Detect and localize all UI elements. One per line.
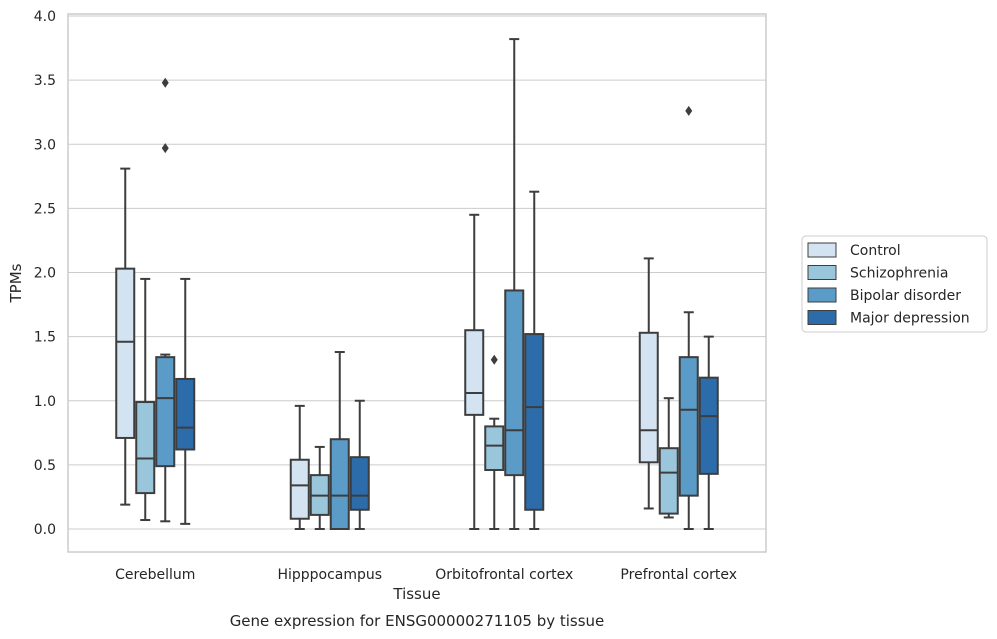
box-major-depression [524,190,545,530]
x-tick-label: Prefrontal cortex [620,567,737,583]
box-body [115,267,136,439]
legend-swatch [807,310,837,325]
box-body [349,456,370,511]
box-body [175,377,196,451]
box-body [155,356,176,468]
box-body [524,333,545,511]
chart-caption: Gene expression for ENSG00000271105 by t… [230,612,605,630]
box-control [464,213,485,530]
y-tick-label: 3.0 [34,137,56,153]
x-tick-labels: Cerebellum Hipppocampus Orbitofrontal cort… [115,567,737,583]
box-bipolar-disorder [678,105,699,530]
plot-area-frame [67,13,767,553]
box-schizophrenia [658,397,679,519]
y-axis-label: TPMs [7,263,25,303]
x-tick-label: Hipppocampus [277,567,382,583]
box-control [638,257,659,510]
y-tick-label: 1.0 [34,394,56,410]
x-tick-label: Cerebellum [115,567,195,583]
box-body [329,438,350,531]
legend-label: Major depression [850,311,970,327]
box-body [464,329,485,416]
legend: Control Schizophrenia Bipolar disorder Majo… [801,235,988,333]
y-tick-label: 0.5 [34,458,56,474]
legend-swatch [807,265,837,280]
box-bipolar-disorder [329,351,350,531]
y-tick-label: 0.0 [34,522,56,538]
box-body [658,447,679,515]
y-tick-label: 3.5 [34,73,56,89]
legend-frame [801,235,988,333]
box-body [289,458,310,520]
outlier-point [161,77,169,88]
y-tick-labels: 0.0 0.5 1.0 1.5 2.0 2.5 3.0 3.5 4.0 [34,9,56,538]
y-tick-label: 2.0 [34,266,56,282]
legend-label: Schizophrenia [850,266,948,282]
box-major-depression [349,399,370,530]
box-body [638,331,659,464]
box-schizophrenia [309,445,330,530]
x-axis-label: Tissue [392,585,440,603]
box-body [678,356,699,497]
box-body [504,289,525,477]
y-tick-label: 4.0 [34,9,56,25]
x-tick-label: Orbitofrontal cortex [435,567,573,583]
box-major-depression [175,277,196,525]
box-bipolar-disorder [155,77,176,523]
outlier-point [161,143,169,154]
outlier-point [490,354,498,365]
outlier-point [685,105,693,116]
y-tick-label: 2.5 [34,201,56,217]
box-groups [115,38,719,531]
legend-swatch [807,242,837,258]
box-body [484,425,505,472]
box-body [698,376,719,475]
box-major-depression [698,335,719,530]
box-control [289,404,310,530]
box-schizophrenia [135,277,156,522]
box-schizophrenia [484,354,505,530]
legend-label: Bipolar disorder [850,288,961,304]
y-tick-label: 1.5 [34,330,56,346]
box-bipolar-disorder [504,38,525,530]
box-body [135,401,156,495]
legend-swatch [807,287,837,303]
legend-label: Control [850,243,901,259]
box-control [115,167,136,506]
